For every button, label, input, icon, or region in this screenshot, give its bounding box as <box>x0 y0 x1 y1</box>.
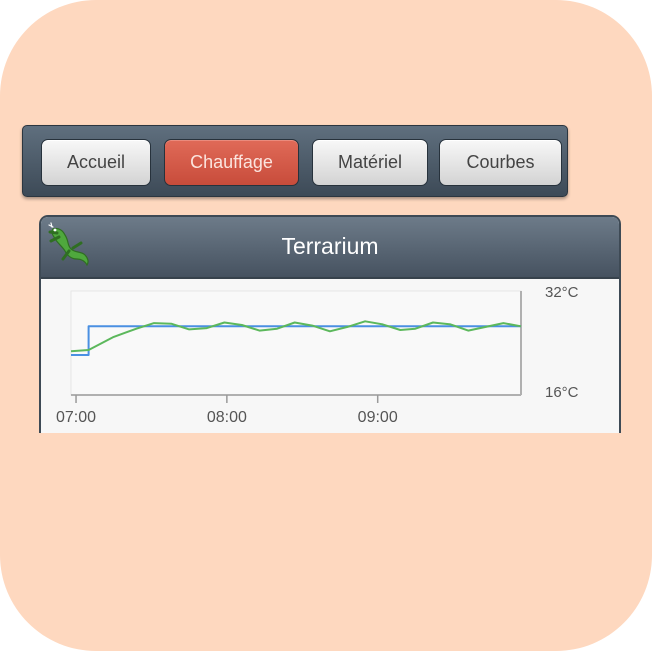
x-tick-label: 08:00 <box>207 409 247 426</box>
x-tick-label: 07:00 <box>56 409 96 426</box>
terrarium-panel: Terrarium 07:00 08:00 09:00 32°C 16°C <box>39 215 621 433</box>
lizard-icon <box>48 222 89 267</box>
plot-frame <box>70 290 522 396</box>
panel-header: Terrarium <box>41 217 619 279</box>
nav-button-chauffage[interactable]: Chauffage <box>164 139 299 186</box>
x-tick-label: 09:00 <box>358 409 398 426</box>
nav-button-accueil[interactable]: Accueil <box>41 139 151 186</box>
temperature-chart-svg: 07:00 08:00 09:00 32°C 16°C <box>56 284 579 426</box>
nav-button-courbes[interactable]: Courbes <box>439 139 562 186</box>
temperature-series-line <box>70 320 522 353</box>
y-tick-label: 32°C <box>545 284 579 301</box>
setpoint-series-line <box>71 325 521 356</box>
panel-title: Terrarium <box>281 233 379 259</box>
y-tick-label: 16°C <box>545 384 579 401</box>
temperature-chart: 07:00 08:00 09:00 32°C 16°C <box>41 279 619 433</box>
nav-bar: Accueil Chauffage Matériel Courbes <box>22 125 568 197</box>
nav-button-materiel[interactable]: Matériel <box>312 139 428 186</box>
